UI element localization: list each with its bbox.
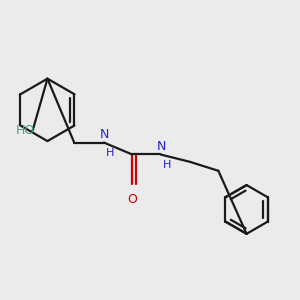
Text: N: N (100, 128, 109, 141)
Text: O: O (127, 193, 137, 206)
Text: N: N (156, 140, 166, 153)
Text: HO: HO (16, 124, 35, 137)
Text: H: H (163, 160, 171, 170)
Text: H: H (106, 148, 115, 158)
